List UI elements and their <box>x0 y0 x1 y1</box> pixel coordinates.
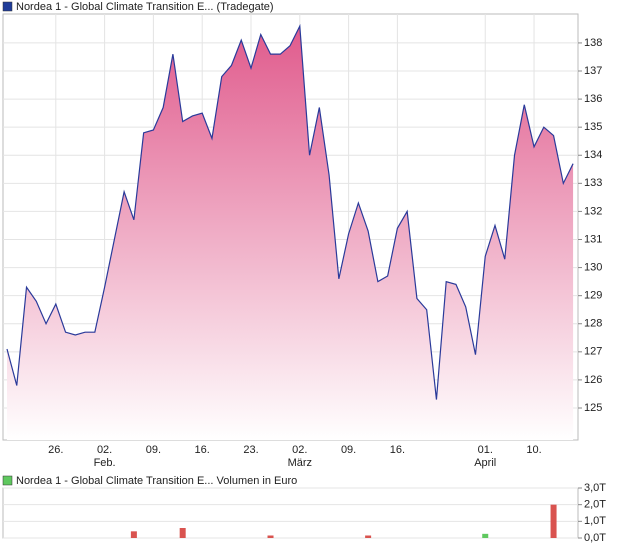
y-tick-label: 136 <box>584 93 602 105</box>
bar <box>550 504 557 538</box>
y-tick-label: 138 <box>584 37 602 49</box>
y-tick-label: 133 <box>584 177 602 189</box>
y-tick-label: 126 <box>584 374 602 386</box>
y-tick-label: 127 <box>584 346 602 358</box>
x-tick-label: 23. <box>243 444 258 456</box>
x-month-label: April <box>474 457 496 469</box>
y-tick-label: 3,0T <box>584 482 606 494</box>
y-tick-label: 128 <box>584 318 602 330</box>
y-tick-label: 132 <box>584 205 602 217</box>
bar <box>365 535 372 538</box>
legend-swatch <box>2 475 13 486</box>
bar <box>267 535 274 538</box>
x-tick-label: 09. <box>341 444 356 456</box>
y-tick-label: 0,0T <box>584 532 606 544</box>
x-tick-label: 02. <box>292 444 307 456</box>
x-month-label: März <box>288 457 312 469</box>
chart-title: Nordea 1 - Global Climate Transition E..… <box>16 475 297 487</box>
x-tick-label: 09. <box>146 444 161 456</box>
x-month-label: Feb. <box>94 457 116 469</box>
chart-title: Nordea 1 - Global Climate Transition E..… <box>16 1 274 13</box>
plot-area <box>2 487 579 539</box>
legend-swatch <box>2 1 13 12</box>
y-tick-label: 135 <box>584 121 602 133</box>
y-tick-label: 129 <box>584 290 602 302</box>
x-tick-label: 01. <box>478 444 493 456</box>
bar <box>130 531 137 538</box>
y-tick-label: 125 <box>584 402 602 414</box>
y-tick-label: 1,0T <box>584 515 606 527</box>
y-tick-label: 137 <box>584 65 602 77</box>
x-tick-label: 10. <box>526 444 541 456</box>
bar <box>179 528 186 538</box>
y-tick-label: 134 <box>584 149 602 161</box>
x-tick-label: 16. <box>195 444 210 456</box>
x-tick-label: 02. <box>97 444 112 456</box>
x-tick-label: 16. <box>390 444 405 456</box>
x-tick-label: 26. <box>48 444 63 456</box>
y-tick-label: 131 <box>584 233 602 245</box>
line <box>6 23 574 400</box>
y-tick-label: 130 <box>584 261 602 273</box>
y-tick-label: 2,0T <box>584 499 606 511</box>
area <box>7 26 574 441</box>
bar <box>482 533 489 538</box>
